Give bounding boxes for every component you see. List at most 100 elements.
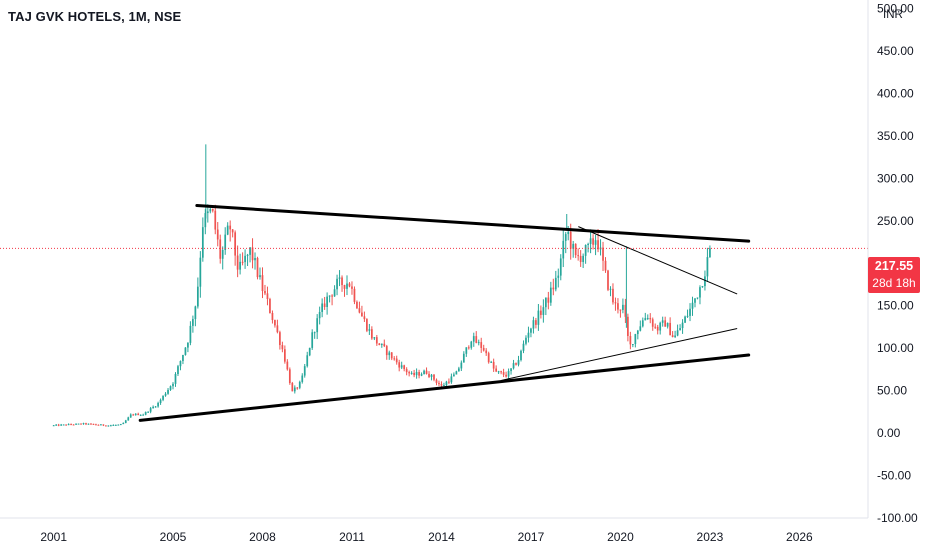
candle-body: [338, 277, 341, 279]
last-price-badge: 217.55 28d 18h: [868, 257, 920, 293]
candle-body: [492, 361, 495, 369]
candle-body: [428, 373, 430, 377]
candle-body: [544, 297, 547, 308]
candle-body: [380, 343, 383, 345]
candle-body: [261, 275, 264, 292]
candle-body: [368, 329, 371, 331]
candle-body: [259, 275, 261, 278]
candle-body: [614, 302, 617, 304]
candle-body: [607, 270, 609, 290]
candle-body: [579, 255, 582, 263]
candle-body: [378, 343, 381, 345]
candle-body: [423, 370, 425, 375]
x-tick-label: 2017: [518, 530, 545, 544]
trendline-upper-resistance[interactable]: [195, 204, 751, 243]
candle-body: [77, 423, 80, 425]
candle-body: [174, 374, 177, 384]
candle-body: [470, 341, 473, 348]
candle-body: [167, 389, 169, 394]
candle-body: [525, 337, 527, 344]
candle-body: [114, 424, 117, 426]
x-tick-label: 2023: [697, 530, 724, 544]
candle-body: [192, 319, 194, 326]
candle-body: [276, 325, 279, 333]
candle-body: [204, 213, 207, 228]
trendline-lower-support[interactable]: [138, 353, 751, 422]
candle-body: [515, 363, 517, 365]
candle-body: [631, 344, 634, 346]
candle-body: [328, 295, 331, 297]
candle-body: [323, 303, 326, 307]
candle-body: [564, 234, 567, 241]
candle-body: [137, 413, 140, 416]
candle-body: [453, 374, 455, 377]
candle-body: [574, 243, 577, 256]
candle-body: [149, 408, 152, 412]
candle-body: [448, 381, 450, 383]
candle-body: [395, 358, 398, 363]
candle-body: [132, 414, 135, 416]
bar-countdown: 28d 18h: [872, 276, 916, 290]
candle-body: [549, 287, 552, 303]
candle-body: [361, 312, 363, 317]
candle-body: [649, 317, 652, 320]
candle-body: [80, 423, 82, 425]
candle-body: [216, 229, 219, 240]
candle-body: [520, 350, 522, 361]
x-tick-label: 2008: [249, 530, 276, 544]
candle-body: [271, 312, 274, 321]
candle-body: [283, 349, 286, 362]
candle-body: [604, 260, 607, 271]
candle-body: [569, 231, 572, 249]
candle-body: [129, 414, 132, 418]
candle-body: [67, 424, 70, 426]
candle-body: [336, 278, 338, 290]
candle-body: [139, 414, 142, 416]
candle-body: [152, 406, 154, 409]
candle-body: [177, 366, 179, 375]
candle-body: [288, 369, 291, 384]
candle-body: [532, 320, 535, 329]
candles-group: [52, 144, 711, 427]
candle-body: [341, 277, 343, 286]
trendline-inner-upper[interactable]: [578, 226, 738, 295]
candle-body: [351, 286, 353, 289]
x-tick-label: 2005: [160, 530, 187, 544]
candle-body: [656, 326, 659, 331]
candle-body: [109, 425, 112, 427]
candle-body: [303, 366, 306, 376]
candle-body: [102, 424, 105, 426]
x-tick-label: 2014: [428, 530, 455, 544]
candle-body: [709, 248, 711, 258]
candle-body: [502, 372, 505, 375]
candle-body: [388, 352, 391, 356]
trendline-inner-lower[interactable]: [500, 328, 738, 381]
candle-body: [507, 371, 510, 377]
x-tick-label: 2001: [40, 530, 67, 544]
candle-body: [535, 320, 537, 325]
candle-body: [179, 361, 182, 367]
candle-body: [55, 424, 58, 426]
candle-body: [119, 424, 122, 426]
trendlines-group: [138, 204, 751, 422]
candle-body: [691, 302, 694, 309]
candle-body: [366, 319, 368, 331]
candle-body: [321, 303, 324, 312]
candle-body: [82, 423, 85, 425]
candle-body: [182, 354, 184, 362]
candle-body: [472, 336, 475, 342]
candle-body: [65, 424, 67, 426]
candle-body: [415, 371, 418, 376]
candle-body: [689, 308, 691, 316]
candle-body: [674, 335, 676, 338]
candle-body: [331, 295, 333, 297]
candle-body: [480, 342, 483, 348]
candle-body: [390, 352, 393, 359]
candle-body: [246, 254, 249, 256]
candle-body: [157, 402, 159, 407]
y-tick-label: 0.00: [877, 426, 901, 440]
candle-body: [346, 283, 348, 289]
candle-body: [241, 261, 244, 263]
